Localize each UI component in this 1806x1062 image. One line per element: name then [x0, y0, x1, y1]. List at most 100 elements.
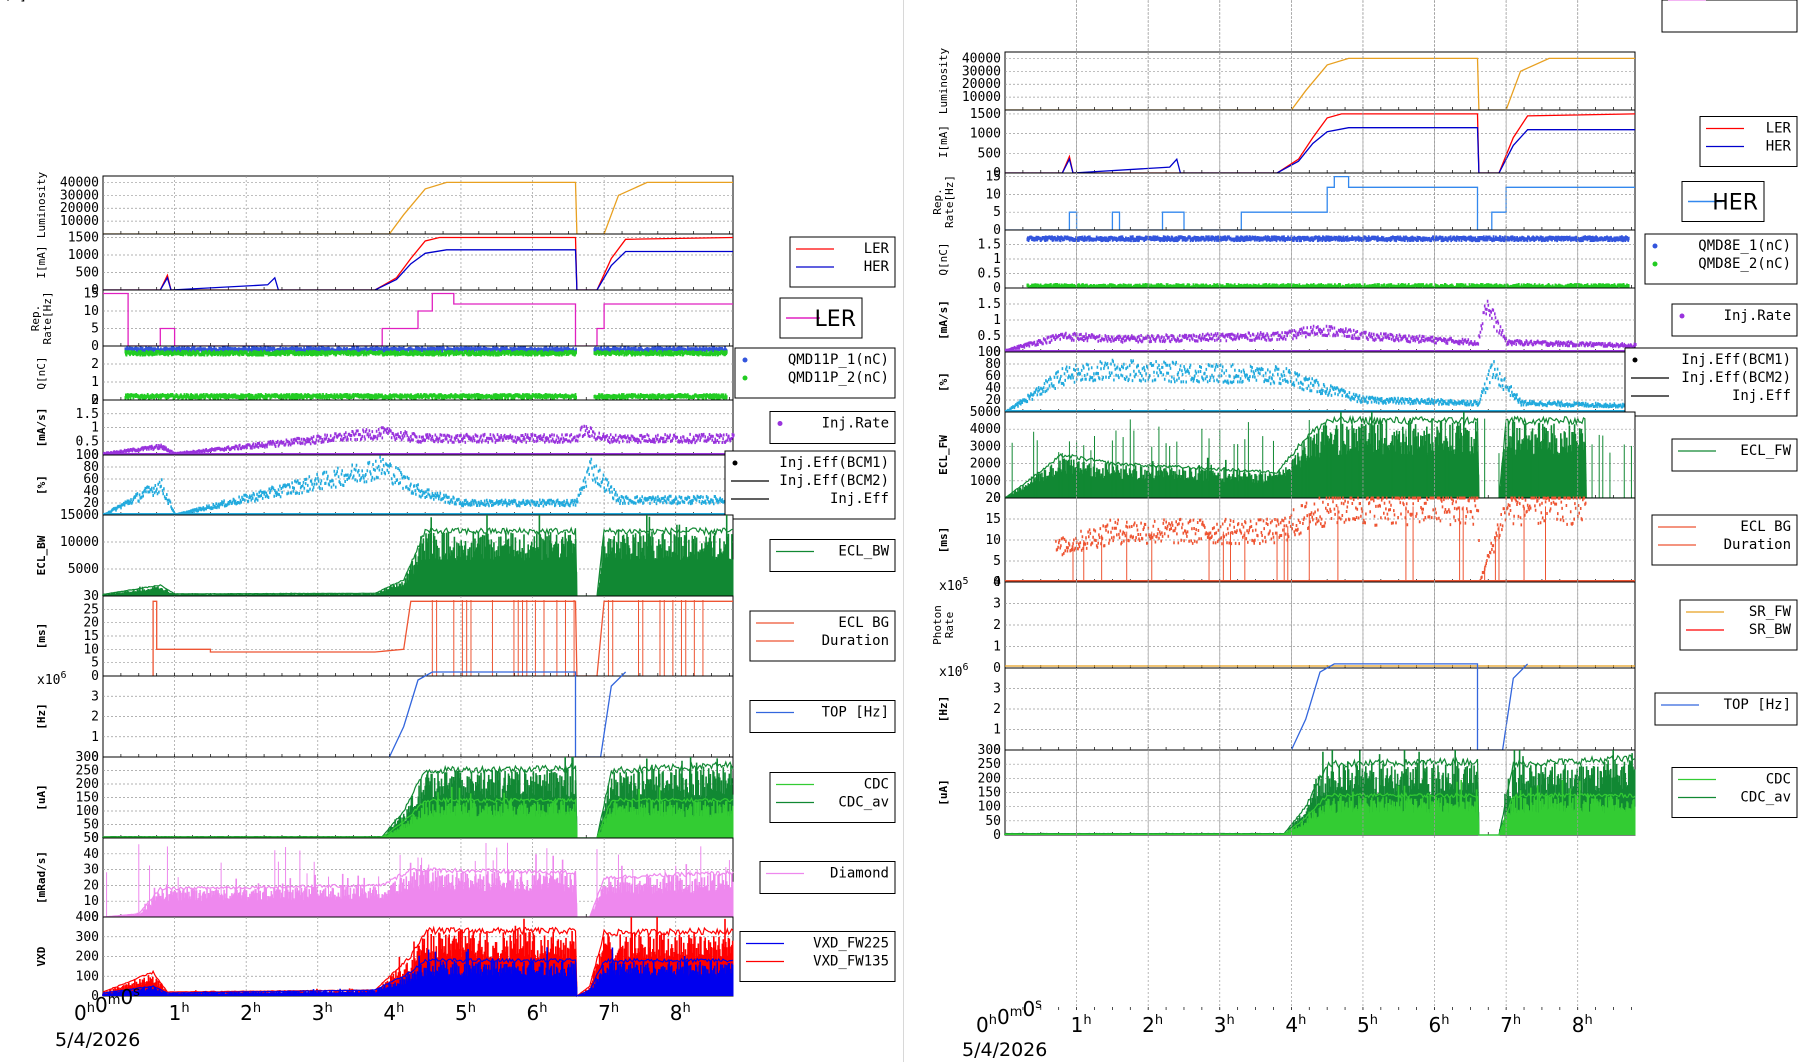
panel-7: 0 5 10 15 20 [ms] ECL BG Duration [937, 491, 1798, 590]
x-tick-label: 4h [1285, 1013, 1306, 1037]
y-tick-label: 0.5 [978, 267, 1001, 282]
y-tick-label: 4000 [970, 422, 1001, 437]
legend-box [1661, 0, 1798, 33]
series-1-envelope [103, 796, 734, 839]
legend-box [734, 347, 896, 399]
panel-frame [1004, 497, 1636, 583]
legend-label: CDC_av [1740, 790, 1791, 806]
y-tick-label: 10 [985, 187, 1001, 202]
legend-box [789, 236, 896, 288]
y-tick-label: 15000 [60, 508, 99, 523]
y-tick-label: 300 [76, 930, 99, 945]
legend-label: QMD8E_1(nC) [1698, 238, 1791, 254]
series-1 [102, 947, 734, 996]
legend-box [769, 539, 896, 572]
legend-box [769, 411, 896, 444]
legend-box [769, 772, 896, 823]
series-0 [103, 181, 733, 235]
y-tick-label: 20 [83, 616, 99, 631]
y-tick-label: 100 [978, 800, 1001, 815]
legend-label: CDC [864, 777, 889, 793]
y-tick-label: 0 [993, 345, 1001, 360]
legend-dot [1652, 261, 1658, 267]
legend-label: ECL BG [838, 615, 889, 631]
y-axis-label: Q[nC] [937, 242, 950, 275]
y-tick-label: 40 [985, 381, 1001, 396]
series-0 [1005, 57, 1635, 111]
y-axis-label: [mA/s] [937, 300, 950, 340]
legend-label: Inj.Eff(BCM1) [1681, 352, 1791, 368]
y-tick-label: 2 [993, 702, 1001, 717]
y-tick-label: 30 [83, 589, 99, 604]
legend-label: VXD_FW135 [813, 954, 889, 970]
series-0 [103, 292, 733, 347]
legend-label: Diamond [1732, 0, 1791, 4]
y-tick-label: 100 [76, 969, 99, 984]
panel-frame [102, 399, 734, 456]
legend-box [749, 610, 896, 662]
y-axis-label: Rep. [29, 305, 42, 332]
panel-12: 010002000300040005000VXDVXD_BW180VXD_BW2… [0, 0, 1632, 1010]
y-tick-label: 1 [91, 730, 99, 745]
y-axis-label: [mA/s] [35, 408, 48, 448]
y-tick-label: 80 [83, 460, 99, 475]
y-axis-label: [ms] [937, 527, 950, 554]
y-tick-label: 1 [993, 640, 1001, 655]
y-tick-label: 0 [993, 0, 1001, 4]
legend-label: QMD11P_2(nC) [788, 370, 889, 386]
y-tick-label: 0 [91, 393, 99, 408]
panel-frame [102, 233, 734, 291]
y-tick-label: 3 [993, 597, 1001, 612]
legend-label: TOP [Hz] [1724, 697, 1791, 713]
y-tick-label: 10 [83, 642, 99, 657]
legend-label: CDC_av [838, 795, 889, 811]
y-axis-label: Luminosity [937, 48, 950, 115]
y-tick-label: 100 [978, 345, 1001, 360]
legend-dot [742, 375, 748, 381]
y-tick-label: 200 [76, 950, 99, 965]
panel-3: 0 1 2 Q[nC] QMD11P_1(nC) QMD11P_2(nC) [35, 345, 896, 408]
panel-8: 0 1 2 3 [Hz] x106 TOP [Hz] [35, 670, 896, 765]
y-tick-label: 3000 [970, 439, 1001, 454]
series-0-envelope [102, 526, 734, 597]
legend-label: Inj.Rate [1724, 308, 1791, 324]
legend-label: HER [864, 259, 890, 275]
legend-box [724, 450, 896, 520]
y-tick-label: 30 [83, 863, 99, 878]
y-axis-label: Rep. [931, 188, 944, 215]
y-tick-label: 20 [985, 491, 1001, 506]
series-her [103, 249, 733, 291]
y-tick-label: 200 [978, 771, 1001, 786]
panel-frame [102, 175, 734, 235]
y-tick-label: 0 [91, 448, 99, 463]
y-tick-label: 30 [985, 0, 1001, 4]
legend-box [1671, 767, 1798, 818]
y-tick-label: 0 [91, 831, 99, 846]
legend-label: ECL_FW [1740, 443, 1791, 459]
y-tick-label: 50 [83, 818, 99, 833]
y-tick-label: 4000 [970, 0, 1001, 4]
panel-2: 0 5 10 15 Rep. Rate[Hz] HER [931, 170, 1765, 238]
y-tick-label: 80 [985, 357, 1001, 372]
y-tick-label: 5 [91, 322, 99, 337]
y-tick-label: 1500 [970, 107, 1001, 122]
legend-label: ECL_BW [838, 544, 889, 560]
legend-label: SR_BW [1749, 622, 1792, 638]
y-tick-label: 5 [993, 205, 1001, 220]
y-axis-label: I[mA] [35, 245, 48, 278]
y-tick-label: 15 [83, 629, 99, 644]
y-tick-label: 250 [978, 757, 1001, 772]
y-tick-label: 30000 [60, 188, 99, 203]
x-tick-label: 6h [527, 1001, 548, 1025]
legend-box [1671, 303, 1798, 337]
y-tick-label: 0 [993, 743, 1001, 758]
y-tick-label: 50 [985, 0, 1001, 4]
legend-label: Inj.Rate [822, 416, 889, 432]
y-axis-label: Rate[Hz] [943, 175, 956, 228]
legend-dot [1652, 243, 1658, 249]
y-tick-label: 60 [985, 369, 1001, 384]
